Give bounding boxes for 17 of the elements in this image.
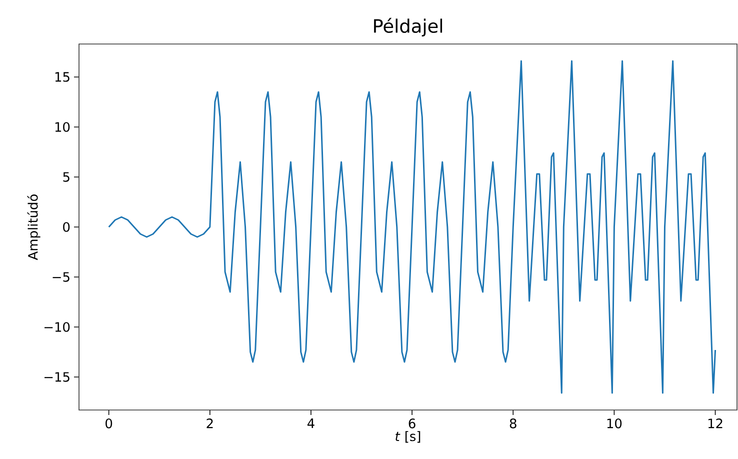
y-tick-label: −5: [52, 272, 70, 282]
x-tick-label: 12: [708, 418, 722, 428]
x-axis-title: t [s]: [396, 431, 420, 443]
y-tick-label: 10: [55, 122, 70, 132]
x-tick-label: 2: [206, 418, 213, 428]
y-tick-label: 5: [63, 172, 70, 182]
y-tick-label: 0: [63, 222, 70, 232]
x-tick-label: 0: [106, 418, 112, 428]
chart-title: Példajel: [374, 18, 442, 36]
x-tick-label: 10: [607, 418, 622, 428]
x-tick-label: 4: [307, 418, 314, 428]
y-tick-label: 15: [55, 72, 70, 82]
y-tick-label: −15: [44, 372, 70, 382]
x-tick-label: 8: [510, 418, 516, 428]
y-tick-label: −10: [44, 322, 70, 332]
x-tick-label: 6: [408, 418, 416, 428]
y-axis-title: Amplitúdó: [27, 194, 40, 260]
